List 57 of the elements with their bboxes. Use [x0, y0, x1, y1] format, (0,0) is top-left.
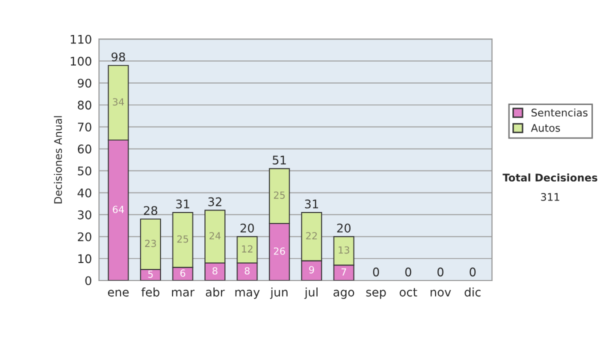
- data-label: 5: [148, 270, 153, 278]
- total-label: 51: [272, 156, 286, 165]
- x-tick-label: jul: [304, 287, 318, 299]
- y-tick-label: 50: [78, 166, 92, 176]
- total-label: 0: [437, 268, 444, 276]
- y-tick-label: 110: [70, 34, 92, 44]
- y-tick-label: 70: [78, 122, 92, 132]
- total-label: 28: [144, 206, 158, 216]
- y-tick-label: 40: [78, 188, 92, 198]
- x-tick-label: may: [235, 290, 260, 299]
- data-label: 25: [274, 191, 285, 199]
- x-tick-label: dic: [464, 287, 481, 297]
- data-label: 25: [177, 235, 188, 243]
- text: 311: [541, 193, 560, 201]
- x-tick-label: sep: [366, 290, 386, 299]
- text: Total Decisiones: [502, 173, 598, 182]
- x-tick-label: abr: [206, 287, 225, 297]
- y-tick-label: 10: [78, 254, 92, 264]
- data-label: 26: [274, 247, 285, 255]
- data-label: 22: [306, 232, 317, 240]
- data-label: 7: [342, 268, 346, 276]
- x-tick-label: ene: [108, 290, 129, 297]
- legend-label: Autos: [530, 124, 560, 132]
- total-label: 20: [240, 224, 254, 233]
- data-label: 13: [338, 246, 350, 254]
- data-label: 64: [112, 206, 124, 214]
- y-tick-label: 90: [78, 78, 92, 88]
- total-label: 0: [405, 268, 412, 276]
- data-label: 8: [212, 267, 218, 275]
- legend-label: Sentencias: [532, 108, 588, 117]
- data-label: 34: [112, 98, 124, 106]
- y-tick-label: 0: [85, 276, 92, 286]
- x-tick-label: jun: [270, 287, 288, 299]
- x-tick-label: ago: [334, 290, 354, 299]
- total-label: 31: [176, 199, 190, 208]
- total-label: 0: [373, 268, 380, 276]
- data-label: 6: [180, 269, 186, 277]
- total-label: 0: [470, 268, 476, 276]
- data-label: 23: [145, 240, 156, 248]
- x-tick-label: mar: [172, 290, 195, 297]
- total-label: 20: [337, 224, 351, 233]
- x-tick-label: oct: [400, 288, 418, 297]
- y-tick-label: 80: [78, 100, 92, 110]
- data-label: 8: [244, 267, 250, 275]
- y-tick-label: 100: [70, 56, 92, 66]
- y-axis-title: Decisiones Anual: [54, 116, 62, 204]
- data-label: 9: [309, 266, 314, 274]
- data-label: 12: [242, 245, 252, 252]
- total-label: 98: [112, 52, 126, 62]
- x-tick-label: feb: [141, 287, 160, 297]
- y-tick-label: 60: [78, 144, 92, 154]
- y-tick-label: 20: [78, 232, 92, 242]
- total-label: 32: [208, 197, 222, 206]
- total-label: 31: [304, 199, 318, 208]
- x-tick-label: nov: [430, 290, 451, 297]
- data-label: 24: [209, 232, 221, 240]
- y-tick-label: 30: [78, 210, 92, 220]
